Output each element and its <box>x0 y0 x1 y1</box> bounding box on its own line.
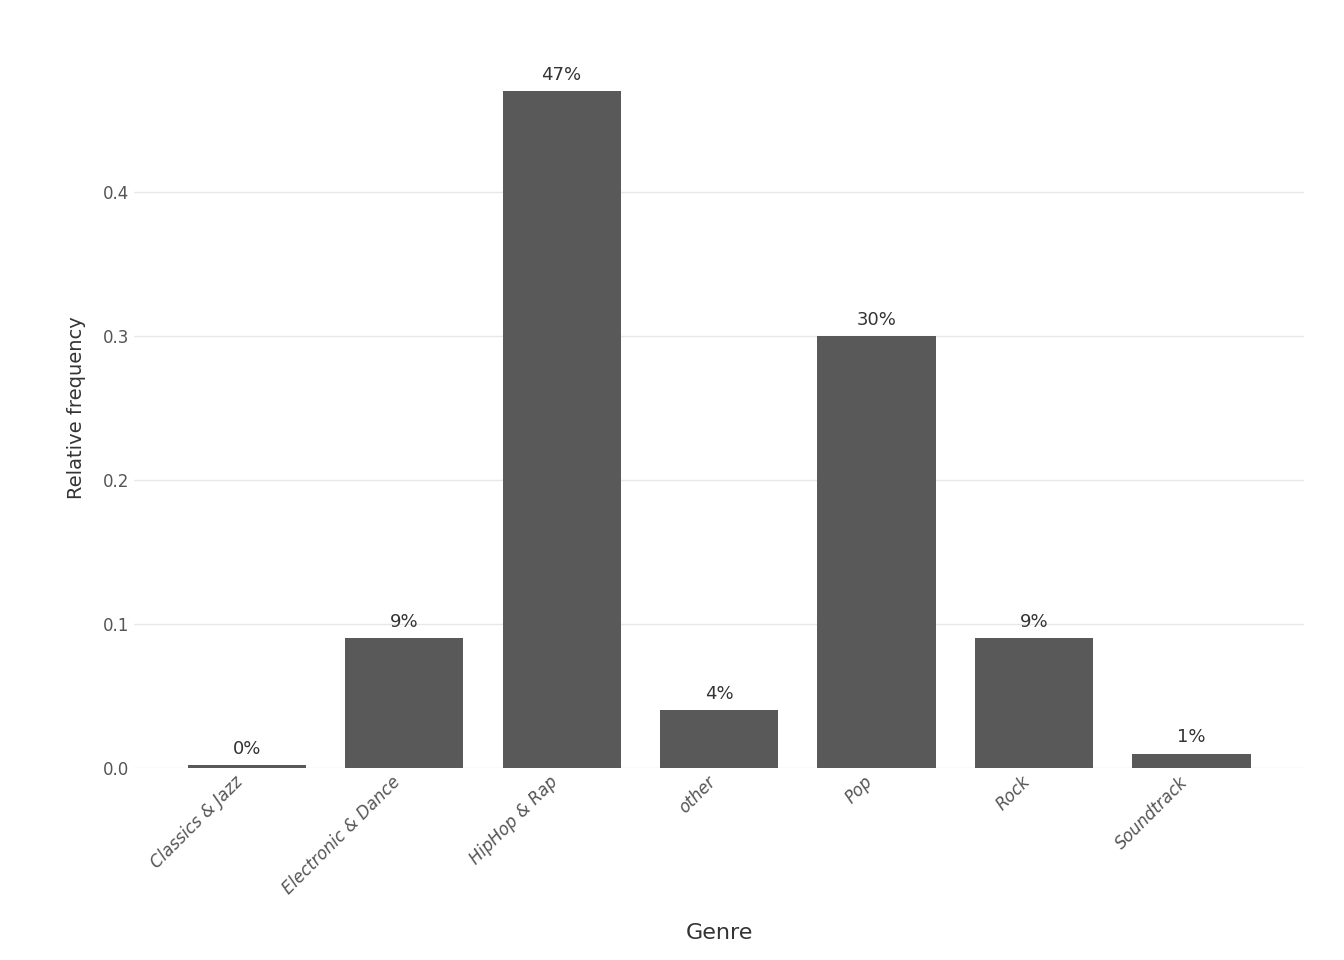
Text: 47%: 47% <box>542 66 582 84</box>
Bar <box>345 638 464 768</box>
Bar <box>974 638 1093 768</box>
Bar <box>817 336 935 768</box>
Bar <box>1133 754 1250 768</box>
Text: 9%: 9% <box>390 613 418 632</box>
Y-axis label: Relative frequency: Relative frequency <box>67 317 86 499</box>
Text: 9%: 9% <box>1020 613 1048 632</box>
Text: 1%: 1% <box>1177 729 1206 747</box>
Bar <box>503 91 621 768</box>
Text: 0%: 0% <box>233 740 261 758</box>
X-axis label: Genre: Genre <box>685 923 753 943</box>
Text: 30%: 30% <box>856 311 896 328</box>
Bar <box>660 710 778 768</box>
Text: 4%: 4% <box>704 685 734 703</box>
Bar <box>188 765 305 768</box>
